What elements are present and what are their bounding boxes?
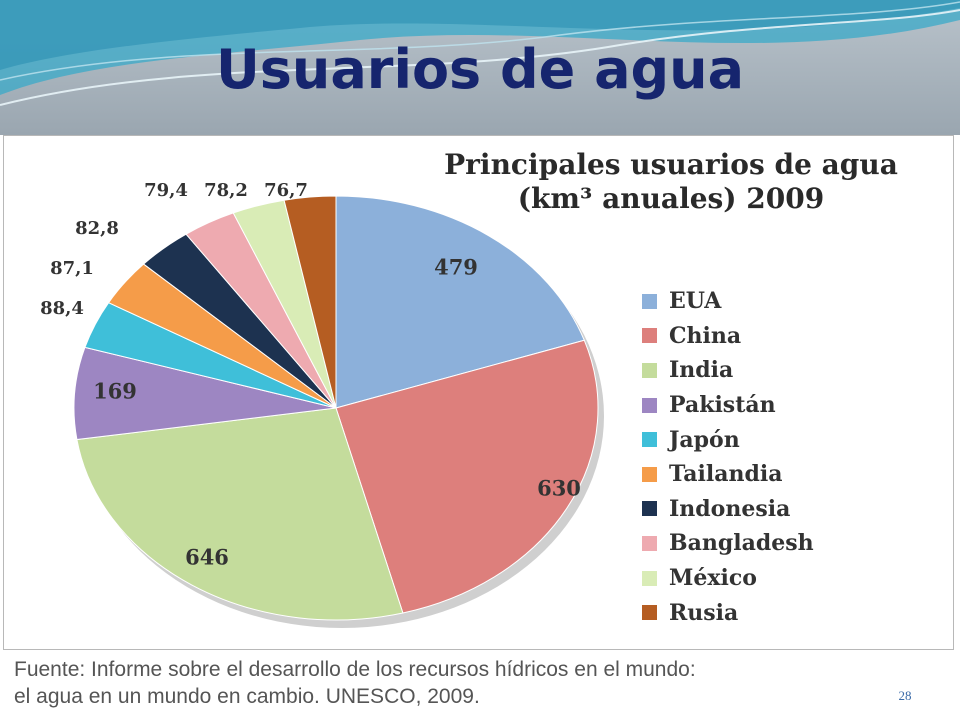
legend-swatch <box>642 466 657 482</box>
data-label-2: 630 <box>537 476 581 501</box>
legend-swatch <box>642 397 657 413</box>
data-label-4: 169 <box>93 379 137 404</box>
legend-item-5: Japón <box>642 422 814 457</box>
legend-swatch <box>642 535 657 551</box>
legend-item-3: India <box>642 353 814 388</box>
data-label-10: 76,7 <box>264 180 308 201</box>
legend-label: Japón <box>669 426 740 453</box>
legend-swatch <box>642 432 657 448</box>
legend-swatch <box>642 570 657 586</box>
pie-slice-2 <box>335 339 599 614</box>
pie-chart: 479 630 646 169 88,4 87,1 82,8 79,4 78,2 76,7 <box>40 180 604 628</box>
legend-label: Bangladesh <box>669 530 814 557</box>
legend-label: México <box>669 565 757 592</box>
legend-label: China <box>669 322 742 349</box>
chart-title: Principales usuarios de agua (km³ anuale… <box>396 148 946 216</box>
legend-label: Indonesia <box>669 495 791 522</box>
data-label-8: 79,4 <box>144 180 188 201</box>
source-line-2: el agua en un mundo en cambio. UNESCO, 2… <box>14 685 480 708</box>
legend-label: Tailandia <box>669 461 783 488</box>
slide-number: 28 <box>898 688 912 703</box>
source-line-1: Fuente: Informe sobre el desarrollo de l… <box>14 658 696 681</box>
legend-label: Pakistán <box>669 392 776 419</box>
legend-item-9: México <box>642 561 814 596</box>
chart-title-line2: (km³ anuales) 2009 <box>517 182 825 215</box>
data-label-1: 479 <box>434 255 478 280</box>
legend-label: Rusia <box>669 599 739 626</box>
legend-item-10: Rusia <box>642 595 814 630</box>
legend-swatch <box>642 293 657 309</box>
legend-label: EUA <box>669 288 722 315</box>
legend-label: India <box>669 357 734 384</box>
pie-slice-1 <box>335 195 585 409</box>
data-label-6: 87,1 <box>50 258 94 279</box>
chart-frame: 479 630 646 169 88,4 87,1 82,8 79,4 78,2 76,7 Pri… <box>3 135 954 650</box>
legend-swatch <box>642 362 657 378</box>
chart-legend: EUA China India Pakistán Japón Tailandia Indon… <box>642 284 814 630</box>
legend-item-4: Pakistán <box>642 388 814 423</box>
legend-swatch <box>642 328 657 344</box>
source-note: Fuente: Informe sobre el desarrollo de l… <box>14 656 934 710</box>
legend-swatch <box>642 605 657 621</box>
legend-swatch <box>642 501 657 517</box>
chart-title-line1: Principales usuarios de agua <box>444 148 898 181</box>
data-label-9: 78,2 <box>204 180 248 201</box>
legend-item-7: Indonesia <box>642 492 814 527</box>
pie-slice-4 <box>73 346 337 441</box>
legend-item-6: Tailandia <box>642 457 814 492</box>
pie-slice-10 <box>283 195 337 409</box>
header-wave-decoration <box>0 0 960 106</box>
slide-header: Usuarios de agua <box>0 0 960 135</box>
data-label-7: 82,8 <box>75 218 119 239</box>
slide-title: Usuarios de agua <box>215 38 745 101</box>
data-label-3: 646 <box>185 545 229 570</box>
legend-item-1: EUA <box>642 284 814 319</box>
legend-item-2: China <box>642 319 814 354</box>
legend-item-8: Bangladesh <box>642 526 814 561</box>
pie-slice-3 <box>76 407 404 621</box>
data-label-5: 88,4 <box>40 298 84 319</box>
